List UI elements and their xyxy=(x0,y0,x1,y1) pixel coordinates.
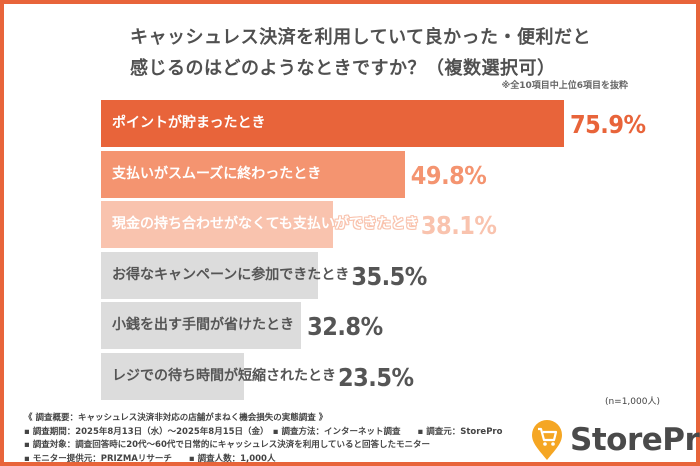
category-label: 現金の持ち合わせがなくても支払いができたとき xyxy=(112,216,419,232)
bar xyxy=(101,150,405,198)
category-label: 支払いがスムーズに終わったとき xyxy=(112,165,322,182)
footer-line: ▪ 調査対象：調査回答時に20代～60代で日常的にキャッシュレス決済を利用してい… xyxy=(24,440,430,450)
value-label: 38.1% xyxy=(420,211,497,240)
value-label: 23.5% xyxy=(338,362,414,392)
bar xyxy=(101,100,564,147)
bar xyxy=(101,251,318,299)
category-label: 小銭を出す手間が省けたとき xyxy=(112,317,294,333)
chart-title: キャッシュレス決済を利用していて良かった・便利だと 感じるのはどのようなときです… xyxy=(130,22,591,84)
bar xyxy=(101,352,245,400)
value-label: 32.8% xyxy=(307,312,383,341)
note: ※全10項目中上位6項目を抜粋 xyxy=(501,81,628,91)
category-label: ポイントが貯まったとき xyxy=(112,115,266,131)
value-label: 49.8% xyxy=(410,160,487,190)
storepro-logo: StorePro xyxy=(530,419,700,461)
value-label: 75.9% xyxy=(570,110,646,139)
sample-size: (n=1,000人) xyxy=(604,397,660,407)
bar-chart: ポイントが貯まったとき 75.9% 支払いがスムーズに終わったとき 49.8% 現金の持… xyxy=(4,4,700,404)
bar xyxy=(101,201,334,248)
category-label: お得なキャンペーンに参加できたとき xyxy=(112,266,350,283)
value-label: 35.5% xyxy=(351,261,427,291)
footer-line: ▪ 調査期間：2025年8月13日（水）～2025年8月15日（金） ▪ 調査方… xyxy=(24,426,503,437)
footer-line: 《 調査概要：キャッシュレス決済非対応の店舗がまねく機会損失の実態調査 》 xyxy=(24,413,328,423)
logo-text: StorePro xyxy=(570,422,700,458)
footer-line: ▪ モニター提供元：PRIZMAリサーチ ▪ 調査人数：1,000人 xyxy=(24,453,276,464)
title-line-1: キャッシュレス決済を利用していて良かった・便利だと xyxy=(130,27,592,48)
category-label: レジでの待ち時間が短縮されたとき xyxy=(112,367,336,384)
shopping-cart-pin-icon xyxy=(532,420,562,460)
survey-footer: 《 調査概要：キャッシュレス決済非対応の店舗がまねく機会損失の実態調査 》 ▪ … xyxy=(24,412,502,466)
bar xyxy=(101,302,302,349)
title-line-2: 感じるのはどのようなときですか？（複数選択可） xyxy=(130,58,556,79)
